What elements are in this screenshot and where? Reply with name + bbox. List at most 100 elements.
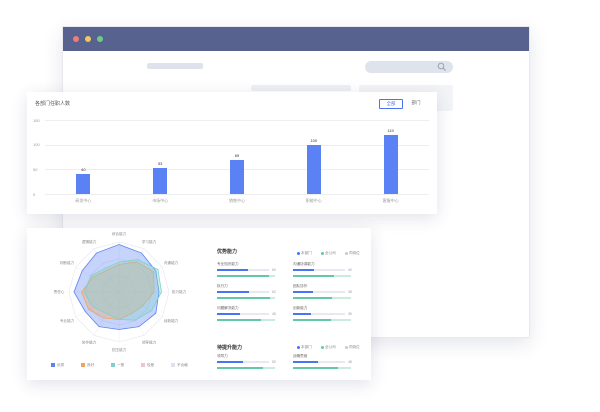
minimize-window-dot[interactable] (85, 36, 91, 42)
metric-bar-track (217, 297, 275, 299)
metrics-legend-item: 本部门 (297, 251, 312, 256)
metric-bar-track (293, 297, 351, 299)
metrics-legend-item: 同岗位 (345, 345, 360, 350)
y-tick-label: 150 (33, 117, 40, 123)
section-strengths-title: 优势能力 (217, 249, 238, 255)
metrics-legend-item: 同岗位 (345, 251, 360, 256)
metric-bar-track (293, 291, 345, 293)
radar-axis-label: 学习能力 (142, 239, 157, 244)
x-tick-label: 研发中心 (75, 198, 92, 203)
legend-label: 良好 (87, 363, 95, 367)
metric-value: 60 (272, 267, 276, 272)
metric-value: 38 (348, 289, 352, 294)
radar-axis-line (118, 266, 163, 293)
radar-axis-label: 判断能力 (60, 260, 75, 265)
radar-axis-label: 领导能力 (142, 339, 157, 344)
metric-bar-fill (217, 291, 250, 293)
metric-bar-track (293, 361, 345, 363)
legend-swatch (111, 363, 115, 368)
metric-label: 战略思维 (293, 354, 308, 358)
legend-dot (297, 345, 300, 349)
search-icon[interactable] (437, 62, 447, 72)
bar-value-label: 40 (81, 167, 86, 173)
metric-bar-fill (293, 297, 333, 299)
radar-axis-line (118, 248, 145, 293)
metric-value: 40 (348, 267, 352, 272)
content-placeholder (251, 85, 351, 91)
legend-dot (321, 345, 324, 349)
tab-all[interactable]: 全部 (379, 99, 403, 109)
radar-legend-item: 较差 (141, 363, 154, 368)
metric-bar-track (293, 275, 351, 277)
legend-swatch (171, 363, 175, 368)
metric-bar-fill (293, 367, 339, 369)
bar (230, 159, 244, 194)
maximize-window-dot[interactable] (97, 36, 103, 42)
legend-label: 同岗位 (349, 345, 360, 349)
bar (383, 135, 398, 194)
radar-series-一般 (83, 259, 162, 321)
legend-dot (297, 251, 300, 255)
legend-dot (345, 251, 348, 255)
radar-axis-label: 逻辑能力 (82, 239, 97, 244)
bar (153, 167, 168, 194)
metrics-legend-item: 本部门 (297, 345, 312, 350)
radar-axis-label: 执行能力 (172, 289, 187, 294)
metric-label: 沟通协调能力 (293, 262, 315, 266)
x-tick-label: 销售中心 (229, 198, 245, 203)
radar-axis-line (118, 291, 163, 318)
legend-dot (321, 251, 324, 255)
legend-swatch (81, 363, 85, 368)
radar-axis-label: 综合能力 (112, 231, 127, 236)
metric-label: 创新能力 (293, 306, 308, 310)
gridline (45, 120, 429, 121)
metric-bar-fill (217, 361, 243, 363)
bar-value-label: 119 (387, 128, 394, 134)
radar-legend-item: 一般 (111, 363, 124, 368)
radar-legend-item: 不合格 (171, 363, 188, 368)
metrics-legend-item: 全公司 (321, 251, 336, 256)
radar-axis-line (75, 291, 120, 318)
metric-label: 团队协作 (293, 284, 308, 288)
metric-bar-fill (217, 367, 264, 369)
radar-axis-line (75, 266, 120, 293)
metric-label: 执行力 (217, 284, 228, 288)
legend-label: 较差 (147, 363, 155, 367)
bar-value-label: 69 (234, 152, 240, 158)
window-titlebar (63, 27, 529, 51)
metric-bar-track (293, 313, 345, 315)
gridline (45, 144, 429, 146)
bar-chart-title: 各部门任职人数 (35, 101, 71, 107)
search-bar[interactable] (365, 61, 453, 73)
ability-card: 综合能力 学习能力 沟通能力 执行能力 创新能力 领导能力 抗压能力 协作能力 专业能力 责任心 判… (27, 228, 371, 380)
bar (306, 144, 321, 194)
legend-swatch (141, 363, 145, 368)
bar-chart-card: 各部门任职人数 全部 部门 0 50 100 150 40 研发中心 53 市场中心 69 销售中… (27, 92, 437, 214)
tab-department[interactable]: 部门 (411, 100, 421, 105)
metric-value: 35 (348, 311, 352, 316)
radar-axis-label: 沟通能力 (164, 260, 179, 265)
legend-swatch (51, 363, 55, 368)
close-window-dot[interactable] (73, 36, 79, 42)
metrics-legend-item: 全公司 (321, 345, 336, 350)
metric-bar-fill (293, 319, 331, 321)
metric-label: 专业知识能力 (217, 262, 239, 266)
metric-bar-track (293, 269, 345, 271)
metric-bar-fill (293, 313, 312, 315)
bar-value-label: 100 (310, 137, 318, 143)
legend-label: 不合格 (177, 363, 188, 367)
legend-dot (345, 345, 348, 349)
x-tick-label: 市场中心 (152, 198, 169, 203)
metric-bar-fill (217, 275, 270, 277)
title-placeholder (147, 63, 203, 69)
x-tick-label: 客服中心 (382, 198, 399, 203)
metric-bar-fill (217, 319, 261, 321)
bar-value-label: 53 (157, 160, 163, 166)
radar-axis-label: 责任心 (54, 289, 65, 294)
radar-axis-label: 创新能力 (164, 318, 179, 323)
legend-label: 同岗位 (349, 251, 360, 255)
metric-bar-fill (293, 291, 313, 293)
section-improve-title: 待提升能力 (217, 345, 243, 351)
metric-bar-track (217, 367, 275, 369)
metric-bar-track (217, 291, 269, 293)
